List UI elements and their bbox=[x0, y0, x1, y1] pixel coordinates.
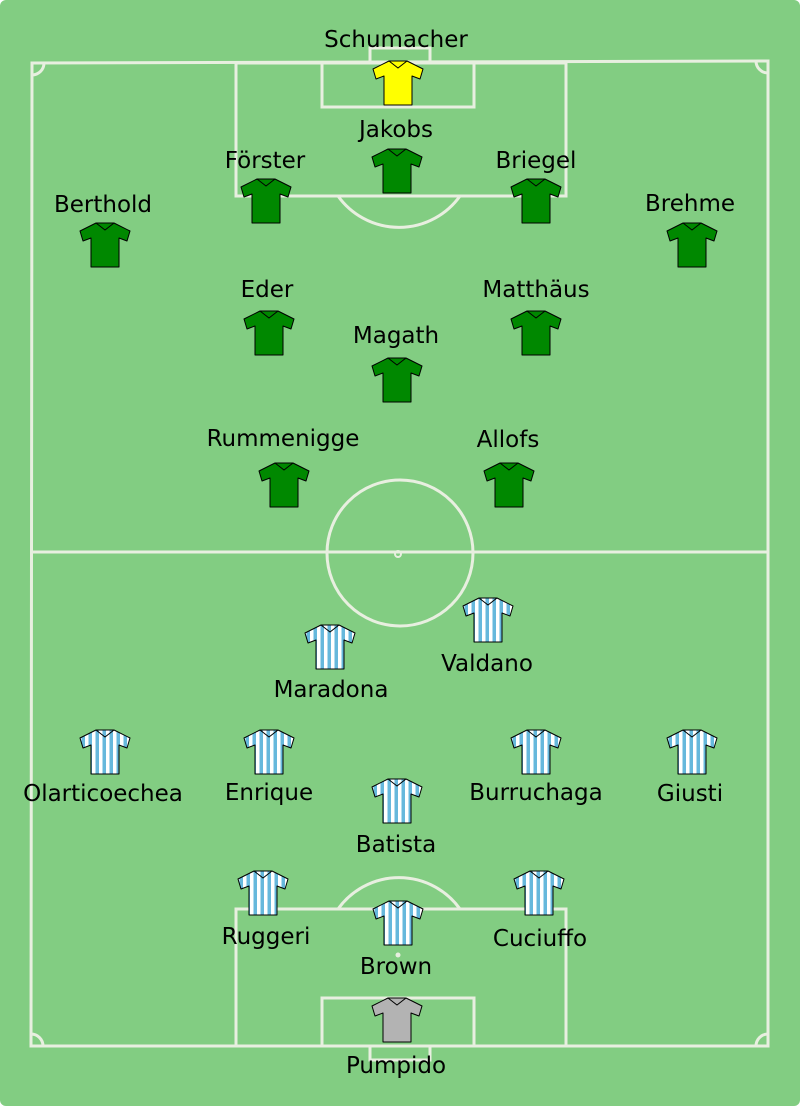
player-name: Matthäus bbox=[482, 277, 589, 303]
team-argentina: Valdano Maradona Olarticoechea Enrique B… bbox=[23, 597, 723, 1079]
player-giusti: Giusti bbox=[657, 729, 723, 807]
bottom-penalty-arc bbox=[336, 876, 462, 910]
player-rummenigge: Rummenigge bbox=[207, 426, 360, 508]
shirt-collar bbox=[526, 729, 546, 738]
shirt-collar bbox=[388, 900, 408, 909]
corner-arc-top-left bbox=[31, 62, 46, 77]
player-schumacher: Schumacher bbox=[324, 27, 468, 106]
shirt-collar bbox=[95, 222, 115, 231]
player-name: Förster bbox=[225, 148, 306, 174]
player-name: Giusti bbox=[657, 781, 723, 807]
player-maradona: Maradona bbox=[274, 624, 389, 703]
player-name: Brehme bbox=[645, 191, 735, 217]
player-name: Pumpido bbox=[346, 1053, 446, 1079]
player-allofs: Allofs bbox=[477, 427, 540, 508]
shirt-collar bbox=[256, 178, 276, 187]
top-penalty-arc bbox=[336, 195, 462, 229]
bottom-penalty-spot bbox=[395, 952, 401, 958]
player-ruggeri: Ruggeri bbox=[222, 870, 311, 950]
player-name: Briegel bbox=[496, 148, 577, 174]
player-name: Berthold bbox=[54, 192, 152, 218]
player-name: Valdano bbox=[441, 651, 533, 677]
shirt-collar bbox=[387, 148, 407, 157]
shirt-collar bbox=[259, 310, 279, 319]
shirt-collar bbox=[253, 870, 273, 879]
bottom-goal bbox=[368, 1044, 432, 1062]
player-cuciuffo: Cuciuffo bbox=[493, 870, 587, 952]
player-name: Maradona bbox=[274, 677, 389, 703]
shirt-collar bbox=[529, 870, 549, 879]
shirt-collar bbox=[95, 729, 115, 738]
corner-arc-top-right bbox=[754, 60, 769, 75]
player-forster: Förster bbox=[225, 148, 306, 224]
player-jakobs: Jakobs bbox=[357, 117, 433, 194]
shirt-collar bbox=[499, 462, 519, 471]
player-pumpido: Pumpido bbox=[346, 997, 446, 1079]
player-name: Brown bbox=[360, 954, 432, 980]
player-olarticoechea: Olarticoechea bbox=[23, 729, 183, 807]
shirt-collar bbox=[320, 624, 340, 633]
player-name: Allofs bbox=[477, 427, 540, 453]
player-name: Enrique bbox=[225, 780, 313, 806]
shirt-collar bbox=[682, 729, 702, 738]
player-name: Jakobs bbox=[357, 117, 433, 143]
shirt-collar bbox=[478, 597, 498, 606]
corner-arc-bottom-right bbox=[754, 1032, 769, 1047]
shirt-collar bbox=[682, 222, 702, 231]
player-name: Eder bbox=[241, 277, 294, 303]
shirt-collar bbox=[388, 60, 408, 69]
player-brehme: Brehme bbox=[645, 191, 735, 268]
player-valdano: Valdano bbox=[441, 597, 533, 677]
player-magath: Magath bbox=[353, 323, 439, 403]
shirt-collar bbox=[387, 997, 407, 1006]
corner-arc-bottom-left bbox=[30, 1032, 45, 1047]
shirt-collar bbox=[387, 357, 407, 366]
player-briegel: Briegel bbox=[496, 148, 577, 224]
player-name: Burruchaga bbox=[469, 780, 602, 806]
player-name: Schumacher bbox=[324, 27, 468, 53]
player-name: Cuciuffo bbox=[493, 926, 587, 952]
player-name: Magath bbox=[353, 323, 439, 349]
shirt-collar bbox=[526, 178, 546, 187]
player-batista: Batista bbox=[356, 778, 436, 858]
player-brown: Brown bbox=[360, 900, 432, 980]
shirt-collar bbox=[274, 462, 294, 471]
shirt-collar bbox=[259, 729, 279, 738]
player-name: Olarticoechea bbox=[23, 781, 183, 807]
shirt-collar bbox=[526, 310, 546, 319]
player-matthaus: Matthäus bbox=[482, 277, 590, 356]
player-name: Ruggeri bbox=[222, 924, 311, 950]
centre-spot bbox=[394, 550, 402, 558]
centre-circle bbox=[325, 478, 475, 628]
player-burruchaga: Burruchaga bbox=[469, 729, 603, 806]
shirt-collar bbox=[387, 778, 407, 787]
player-name: Rummenigge bbox=[207, 426, 360, 452]
player-name: Batista bbox=[356, 832, 436, 858]
player-eder: Eder bbox=[241, 277, 295, 356]
player-enrique: Enrique bbox=[225, 729, 313, 806]
team-germany: Schumacher Jakobs Förster Briegel Bertho… bbox=[54, 27, 735, 508]
player-berthold: Berthold bbox=[54, 192, 152, 268]
